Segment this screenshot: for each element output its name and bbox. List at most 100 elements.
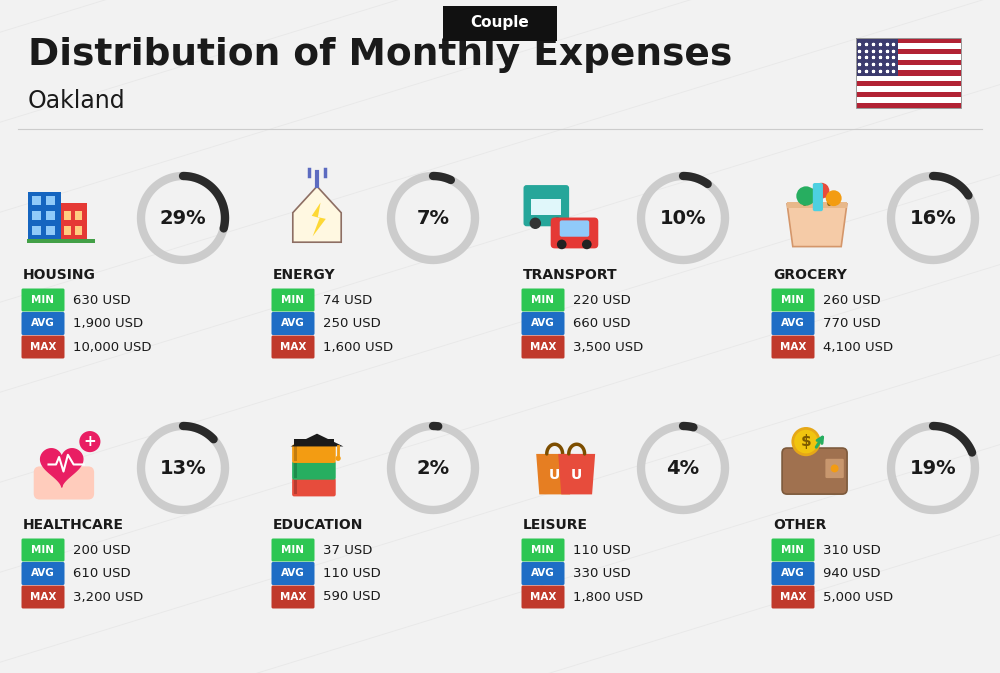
Polygon shape bbox=[293, 186, 341, 242]
Bar bbox=[64, 211, 71, 220]
Text: 10%: 10% bbox=[660, 209, 706, 227]
Text: 29%: 29% bbox=[160, 209, 206, 227]
FancyBboxPatch shape bbox=[772, 538, 814, 561]
Text: 13%: 13% bbox=[160, 458, 206, 478]
FancyBboxPatch shape bbox=[292, 478, 336, 497]
Bar bbox=[27, 239, 95, 243]
Bar bbox=[856, 59, 961, 65]
FancyBboxPatch shape bbox=[772, 586, 814, 608]
Bar bbox=[32, 226, 41, 235]
Text: 3,500 USD: 3,500 USD bbox=[573, 341, 643, 353]
Text: 4,100 USD: 4,100 USD bbox=[823, 341, 893, 353]
FancyBboxPatch shape bbox=[442, 5, 557, 40]
Text: MIN: MIN bbox=[282, 295, 304, 305]
Text: AVG: AVG bbox=[281, 569, 305, 579]
Text: Couple: Couple bbox=[471, 15, 529, 30]
Text: MAX: MAX bbox=[280, 342, 306, 352]
Bar bbox=[294, 480, 297, 495]
FancyBboxPatch shape bbox=[272, 336, 314, 359]
Text: Oakland: Oakland bbox=[28, 89, 126, 113]
Text: MAX: MAX bbox=[530, 342, 556, 352]
FancyBboxPatch shape bbox=[560, 220, 589, 237]
Text: 37 USD: 37 USD bbox=[323, 544, 372, 557]
Text: MAX: MAX bbox=[780, 592, 806, 602]
Bar bbox=[46, 226, 55, 235]
FancyBboxPatch shape bbox=[22, 336, 64, 359]
Polygon shape bbox=[787, 204, 847, 246]
FancyBboxPatch shape bbox=[772, 336, 814, 359]
Text: +: + bbox=[84, 434, 96, 449]
Bar bbox=[46, 197, 55, 205]
Text: 110 USD: 110 USD bbox=[323, 567, 381, 580]
Polygon shape bbox=[291, 433, 343, 446]
Bar bbox=[32, 197, 41, 205]
Polygon shape bbox=[41, 449, 83, 487]
Text: 630 USD: 630 USD bbox=[73, 293, 131, 306]
Circle shape bbox=[530, 217, 541, 229]
Bar bbox=[28, 192, 61, 242]
Bar bbox=[856, 102, 961, 108]
Bar bbox=[46, 211, 55, 220]
Text: 3,200 USD: 3,200 USD bbox=[73, 590, 143, 604]
Circle shape bbox=[796, 186, 816, 206]
Text: GROCERY: GROCERY bbox=[773, 268, 847, 282]
Text: 610 USD: 610 USD bbox=[73, 567, 131, 580]
Text: 770 USD: 770 USD bbox=[823, 317, 881, 330]
FancyBboxPatch shape bbox=[272, 312, 314, 335]
Bar bbox=[856, 38, 961, 108]
FancyBboxPatch shape bbox=[782, 448, 847, 494]
Text: 1,800 USD: 1,800 USD bbox=[573, 590, 643, 604]
Text: 330 USD: 330 USD bbox=[573, 567, 631, 580]
Text: MIN: MIN bbox=[782, 295, 804, 305]
Bar bbox=[856, 38, 961, 43]
FancyBboxPatch shape bbox=[22, 562, 64, 585]
Text: LEISURE: LEISURE bbox=[523, 518, 588, 532]
Text: U: U bbox=[549, 468, 560, 482]
Text: MIN: MIN bbox=[32, 295, 54, 305]
Bar bbox=[856, 70, 961, 75]
Text: HOUSING: HOUSING bbox=[23, 268, 96, 282]
Text: MIN: MIN bbox=[532, 295, 554, 305]
Text: AVG: AVG bbox=[781, 569, 805, 579]
Bar bbox=[856, 86, 961, 92]
Text: MIN: MIN bbox=[532, 545, 554, 555]
Text: 940 USD: 940 USD bbox=[823, 567, 880, 580]
Text: 110 USD: 110 USD bbox=[573, 544, 631, 557]
Text: 19%: 19% bbox=[910, 458, 956, 478]
Circle shape bbox=[79, 431, 100, 452]
Text: 310 USD: 310 USD bbox=[823, 544, 881, 557]
Bar bbox=[294, 463, 297, 478]
Text: $: $ bbox=[801, 434, 811, 449]
Bar bbox=[294, 446, 297, 461]
Text: MIN: MIN bbox=[282, 545, 304, 555]
FancyBboxPatch shape bbox=[772, 562, 814, 585]
FancyBboxPatch shape bbox=[522, 586, 564, 608]
Bar bbox=[856, 97, 961, 102]
Bar bbox=[856, 75, 961, 81]
Circle shape bbox=[831, 464, 839, 472]
Text: AVG: AVG bbox=[531, 569, 555, 579]
Text: AVG: AVG bbox=[531, 318, 555, 328]
Text: 220 USD: 220 USD bbox=[573, 293, 631, 306]
FancyBboxPatch shape bbox=[292, 461, 336, 480]
Bar bbox=[856, 43, 961, 48]
Text: Distribution of Monthly Expenses: Distribution of Monthly Expenses bbox=[28, 37, 732, 73]
Bar bbox=[75, 211, 82, 220]
Circle shape bbox=[552, 217, 563, 229]
FancyBboxPatch shape bbox=[272, 586, 314, 608]
Circle shape bbox=[826, 190, 842, 206]
Text: 1,900 USD: 1,900 USD bbox=[73, 317, 143, 330]
Bar bbox=[787, 202, 847, 209]
Text: 16%: 16% bbox=[910, 209, 956, 227]
FancyBboxPatch shape bbox=[22, 289, 64, 312]
FancyBboxPatch shape bbox=[522, 289, 564, 312]
FancyBboxPatch shape bbox=[522, 336, 564, 359]
Text: ENERGY: ENERGY bbox=[273, 268, 336, 282]
FancyBboxPatch shape bbox=[22, 586, 64, 608]
Text: AVG: AVG bbox=[781, 318, 805, 328]
Text: U: U bbox=[571, 468, 582, 482]
Text: 250 USD: 250 USD bbox=[323, 317, 381, 330]
Text: MAX: MAX bbox=[30, 592, 56, 602]
Text: MAX: MAX bbox=[780, 342, 806, 352]
Text: MAX: MAX bbox=[280, 592, 306, 602]
